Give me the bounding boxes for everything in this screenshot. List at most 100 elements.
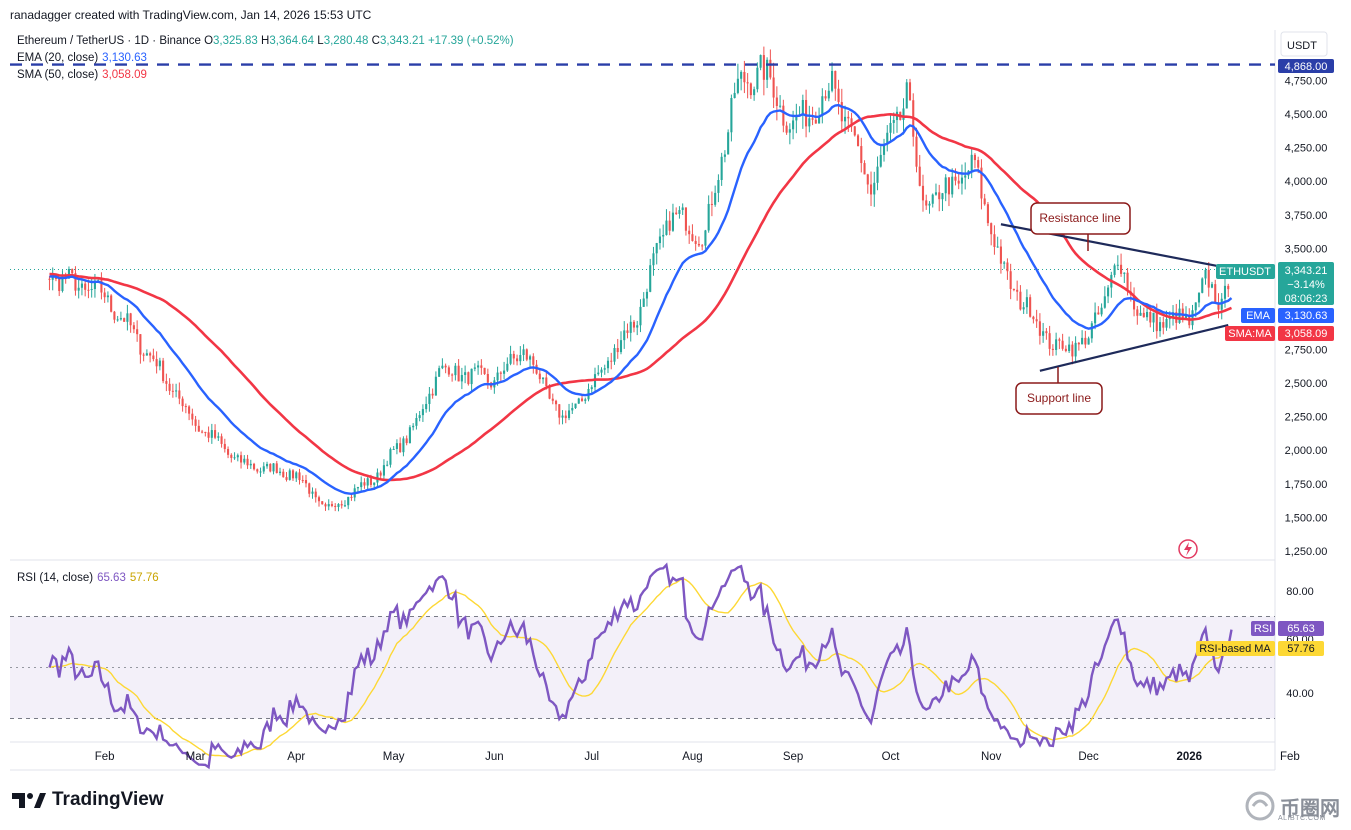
candle-body [288, 470, 291, 480]
candle-body [350, 496, 353, 498]
candle-body [1003, 262, 1006, 264]
candlestick-series[interactable] [48, 46, 1233, 512]
candle-body [694, 240, 697, 244]
candle-body [262, 466, 265, 472]
candle-body [129, 313, 132, 326]
candle-body [343, 505, 347, 507]
candle-body [902, 108, 905, 120]
candle-body [201, 431, 204, 433]
lightning-icon[interactable] [1178, 539, 1198, 559]
candle-body [795, 116, 798, 121]
candle-body [1042, 331, 1045, 336]
candle-body [522, 349, 525, 356]
price-tick-label: 2,750.00 [1285, 344, 1328, 356]
ema-legend[interactable]: EMA (20, close) 3,130.63 [17, 52, 147, 64]
candle-body [678, 210, 681, 214]
svg-text:ETHUSDT: ETHUSDT [1219, 266, 1271, 278]
candle-body [197, 425, 200, 432]
candle-body [850, 118, 853, 127]
rsi-ma-line[interactable] [49, 577, 1233, 758]
candle-body [1071, 344, 1074, 357]
price-tick-label: 4,750.00 [1285, 75, 1328, 87]
candle-body [178, 390, 181, 399]
svg-text:57.76: 57.76 [1287, 643, 1315, 655]
candle-body [886, 132, 889, 145]
candle-body [905, 82, 908, 109]
candle-body [1116, 264, 1119, 266]
candle-body [554, 400, 558, 405]
candle-body [697, 243, 700, 246]
candle-body [847, 116, 850, 119]
candle-body [960, 177, 964, 184]
time-axis-label: 2026 [1176, 751, 1202, 763]
candle-body [675, 212, 678, 214]
candle-body [90, 289, 93, 291]
candle-body [204, 431, 207, 433]
time-axis-label: Feb [95, 751, 115, 763]
candle-body [304, 480, 308, 484]
candle-body [727, 132, 730, 155]
candle-body [740, 71, 743, 79]
candle-body [632, 321, 636, 328]
candle-body [736, 78, 739, 93]
price-tick-label: 3,500.00 [1285, 243, 1328, 255]
candle-body [132, 325, 135, 330]
price-axis[interactable]: 4,750.00 4,500.00 4,250.00 4,000.00 3,750.00… [1285, 75, 1328, 558]
candle-body [766, 59, 769, 80]
ohlc-low: L3,280.48 [317, 35, 369, 47]
sma-legend[interactable]: SMA (50, close) 3,058.09 [17, 69, 147, 81]
candle-body [532, 356, 535, 365]
candle-body [324, 504, 327, 507]
candle-body [684, 207, 687, 231]
rsi-legend[interactable]: RSI (14, close) 65.63 57.76 [17, 572, 159, 584]
candle-body [1009, 271, 1012, 289]
candle-body [285, 477, 288, 480]
tradingview-logo[interactable]: TradingView [12, 789, 164, 811]
support-callout[interactable]: Support line [1015, 367, 1103, 415]
candle-body [278, 471, 282, 473]
candle-body [116, 319, 119, 321]
symbol-legend[interactable]: Ethereum / TetherUS · 1D · Binance O3,32… [17, 35, 514, 47]
time-axis[interactable]: Feb Mar Apr May Jun Jul Aug Sep Oct Nov Dec 2026 Feb [95, 751, 1300, 763]
candle-body [714, 192, 717, 205]
support-trendline[interactable] [1039, 324, 1229, 372]
rsi-value-tag: RSI 65.63 [1251, 621, 1324, 636]
candle-body [165, 381, 168, 384]
time-axis-label: Aug [682, 751, 702, 763]
candle-body [1191, 310, 1194, 326]
candle-body [220, 436, 223, 444]
resistance-callout[interactable]: Resistance line [1030, 202, 1131, 251]
candle-body [1064, 348, 1067, 352]
candle-body [84, 283, 87, 290]
candle-body [577, 398, 580, 404]
candle-body [597, 372, 600, 375]
candle-body [441, 365, 444, 369]
candle-body [1087, 338, 1090, 345]
candle-body [272, 463, 275, 472]
currency-button[interactable]: USDT [1280, 31, 1328, 57]
candle-body [882, 144, 886, 155]
candle-body [1100, 307, 1103, 315]
candle-body [1048, 333, 1051, 349]
candle-body [457, 365, 460, 382]
candle-body [214, 430, 217, 438]
ema-20-line[interactable] [49, 103, 1233, 496]
candle-body [444, 365, 447, 368]
candle-body [126, 313, 129, 322]
candle-body [1081, 337, 1084, 345]
candle-body [240, 455, 243, 463]
candle-body [1217, 302, 1220, 310]
candle-body [1097, 312, 1100, 315]
candle-body [990, 223, 993, 235]
candle-body [100, 280, 103, 293]
sma-50-line[interactable] [49, 112, 1233, 482]
candle-body [681, 207, 684, 211]
candle-body [486, 373, 489, 383]
rsi-line[interactable] [48, 562, 1233, 770]
candle-body [113, 311, 116, 320]
candle-body [330, 504, 334, 506]
candle-body [480, 365, 483, 368]
candle-body [516, 358, 519, 362]
candle-body [451, 374, 454, 376]
